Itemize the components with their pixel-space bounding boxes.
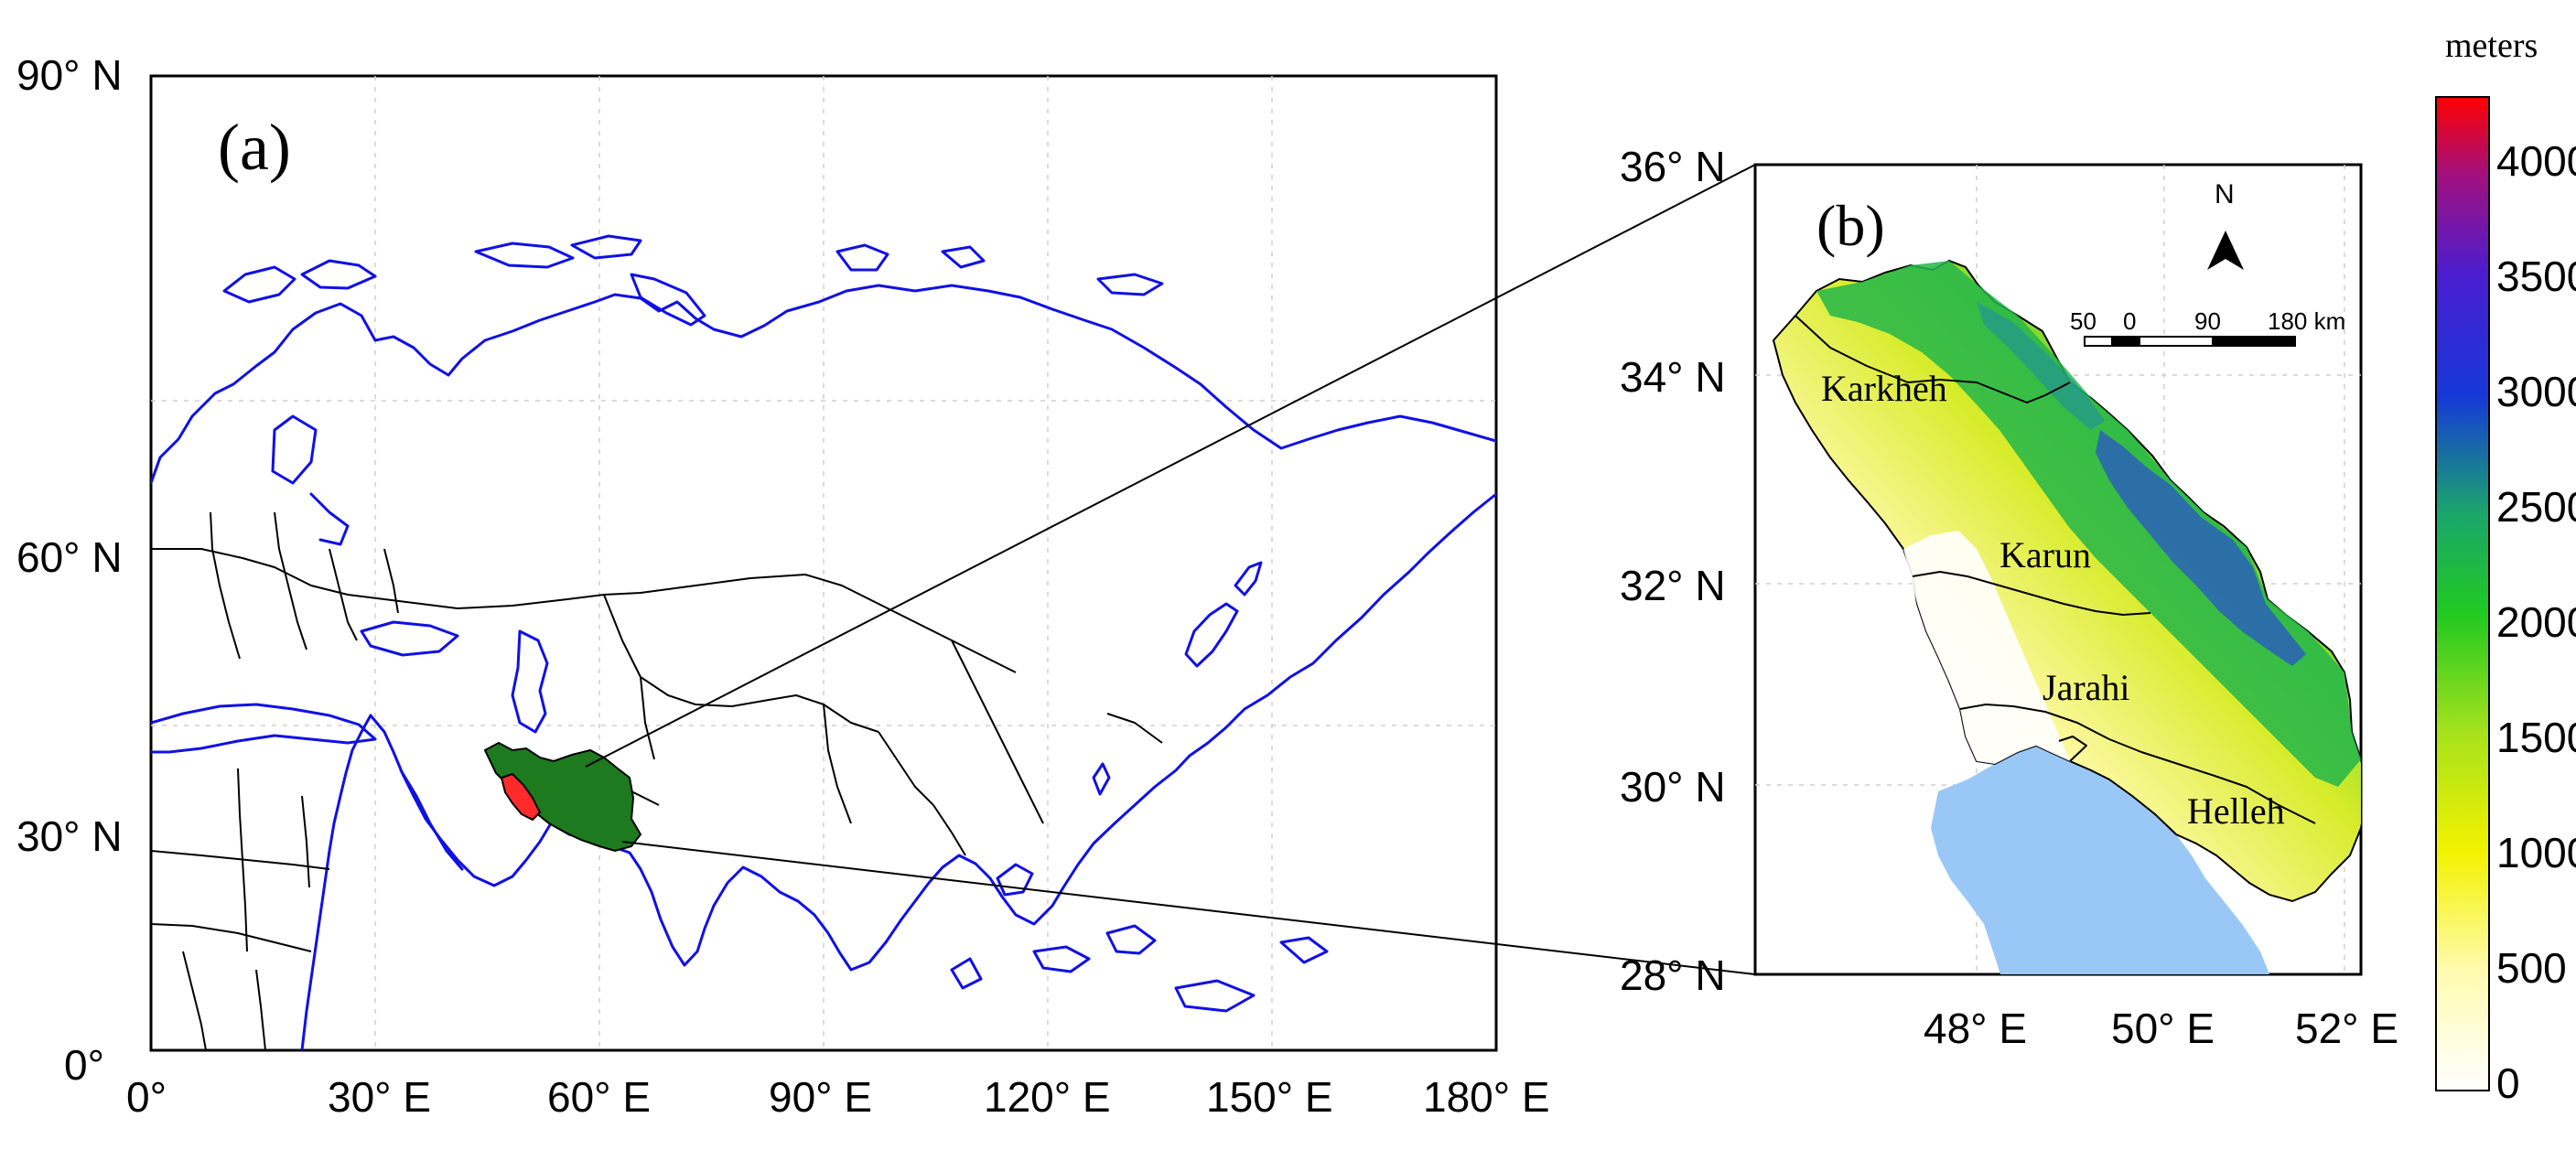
lon-tick-180e: 180° E <box>1423 1073 1550 1121</box>
panel-a-label: (a) <box>218 111 291 184</box>
east-asia-islands-coast <box>950 561 1329 1013</box>
colorbar-tick-2500: 2500 <box>2496 483 2576 531</box>
basin-label-helleh: Helleh <box>2187 790 2285 832</box>
inland-seas-coast <box>151 620 549 871</box>
colorbar-unit: meters <box>2445 27 2538 65</box>
colorbar-tick-500: 500 <box>2496 944 2567 992</box>
panel-a-lon-ticks: 0° 30° E 60° E 90° E 120° E 150° E 180° … <box>126 1073 1550 1121</box>
lowland-zone <box>1903 531 2070 764</box>
colorbar-tick-3500: 3500 <box>2496 253 2576 300</box>
persian-gulf-water <box>1931 746 2269 974</box>
lon-tick-120e: 120° E <box>984 1073 1111 1121</box>
lat-tick-30n: 30° N <box>16 812 123 860</box>
lon-tick-60e: 60° E <box>547 1073 651 1121</box>
colorbar-tick-4000: 4000 <box>2496 137 2576 185</box>
north-arrow: N <box>2207 179 2244 270</box>
zoom-connector-lines <box>585 164 1756 975</box>
scale-bar: 50 0 90 180 km <box>2070 307 2345 347</box>
scale-label-50: 50 <box>2070 307 2096 335</box>
peak-elevation-zone <box>2096 430 2306 666</box>
lon-tick-150e: 150° E <box>1206 1073 1333 1121</box>
panel-a: 90° N 60° N 30° N 0° 0° 30° E 60° E 90° … <box>16 51 1550 1121</box>
basin-divides <box>1795 315 2316 824</box>
lon-tick-52e: 52° E <box>2295 1005 2398 1052</box>
lat-tick-60n: 60° N <box>16 533 123 581</box>
lat-tick-28n: 28° N <box>1620 951 1726 999</box>
scale-label-90: 90 <box>2194 307 2221 335</box>
basin-label-karkheh: Karkheh <box>1821 368 1947 409</box>
country-borders <box>151 511 1163 1050</box>
high-elevation-zone <box>1816 261 2361 787</box>
colorbar-tick-0: 0 <box>2496 1059 2520 1107</box>
colorbar-ticks: 4000 3500 3000 2500 2000 1500 1000 500 0 <box>2496 137 2576 1107</box>
lat-tick-34n: 34° N <box>1620 353 1726 401</box>
lat-tick-32n: 32° N <box>1620 562 1726 609</box>
lon-tick-0: 0° <box>126 1073 167 1121</box>
north-arrow-label: N <box>2215 179 2235 210</box>
colorbar-tick-1500: 1500 <box>2496 714 2576 761</box>
panel-a-graticule <box>151 76 1496 1050</box>
panel-b-lon-ticks: 48° E 50° E 52° E <box>1924 1005 2398 1052</box>
eurasia-coast <box>151 284 1496 1050</box>
lon-tick-48e: 48° E <box>1924 1005 2027 1052</box>
baltic-coast <box>271 414 350 546</box>
study-area-region <box>500 772 542 822</box>
colorbar-gradient <box>2435 96 2490 1091</box>
panel-b-label: (b) <box>1816 193 1885 258</box>
north-arrow-icon <box>2207 231 2244 270</box>
ridge-elevation-zone <box>1977 302 2105 430</box>
lat-tick-30n-b: 30° N <box>1620 763 1726 811</box>
panel-b-lat-ticks: 36° N 34° N 32° N 30° N 28° N <box>1620 143 1726 999</box>
basin-label-karun: Karun <box>1999 534 2091 575</box>
colorbar-tick-1000: 1000 <box>2496 829 2576 876</box>
panel-a-lat-ticks: 90° N 60° N 30° N 0° <box>16 51 123 1089</box>
panel-b: Karkheh Karun Jarahi Helleh (b) N 50 0 9… <box>1620 143 2398 1052</box>
lon-tick-50e: 50° E <box>2111 1005 2215 1052</box>
lon-tick-90e: 90° E <box>769 1073 872 1121</box>
scale-label-180km: 180 km <box>2268 307 2345 335</box>
basin-label-jarahi: Jarahi <box>2042 667 2130 708</box>
colorbar-tick-3000: 3000 <box>2496 368 2576 415</box>
colorbar: meters 4000 3500 3000 2500 2000 1500 100… <box>2435 27 2576 1107</box>
lon-tick-30e: 30° E <box>328 1073 431 1121</box>
lat-tick-0: 0° <box>64 1041 104 1089</box>
lat-tick-36n: 36° N <box>1620 143 1726 190</box>
colorbar-tick-2000: 2000 <box>2496 598 2576 646</box>
lat-tick-90n: 90° N <box>16 51 123 99</box>
scale-label-0: 0 <box>2123 307 2136 335</box>
